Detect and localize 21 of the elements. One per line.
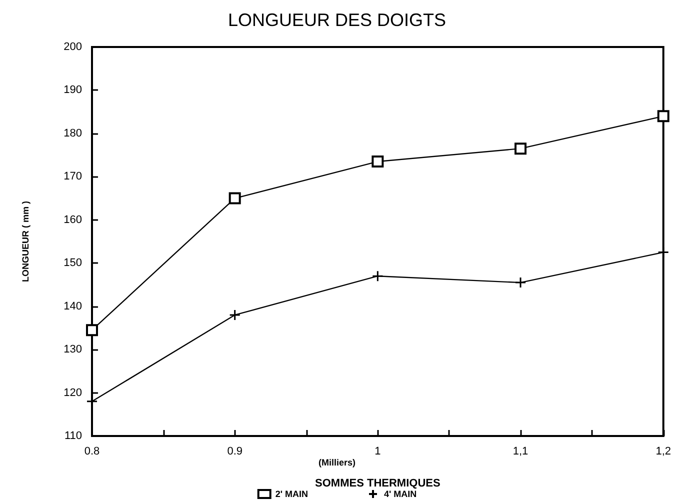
y-tick-label: 180 — [64, 127, 82, 140]
x-tick-label: 0.8 — [84, 446, 100, 458]
x-tick-label: 1 — [374, 446, 381, 458]
y-tick-label: 150 — [64, 257, 82, 270]
legend-label: 2' MAIN — [275, 489, 308, 499]
y-tick-label: 160 — [64, 214, 82, 226]
y-tick-label: 200 — [64, 41, 82, 53]
legend-label: 4' MAIN — [384, 489, 417, 499]
x-tick-label: 0.9 — [227, 446, 242, 458]
y-tick-label: 120 — [64, 386, 82, 399]
x-tick-label: 1,2 — [656, 446, 672, 458]
x-tick-label: 1,1 — [512, 446, 528, 458]
y-tick-label: 170 — [64, 170, 82, 183]
y-axis-title: LONGUEUR ( mm ) — [20, 200, 30, 282]
y-tick-label: 110 — [64, 430, 82, 442]
y-tick-label: 130 — [64, 344, 82, 356]
chart-title: LONGUEUR DES DOIGTS — [228, 10, 446, 30]
y-tick-label: 190 — [64, 84, 82, 96]
text: (Milliers) — [318, 458, 356, 468]
y-tick-label: 140 — [64, 300, 82, 312]
x-axis-title: SOMMES THERMIQUES — [315, 478, 440, 490]
